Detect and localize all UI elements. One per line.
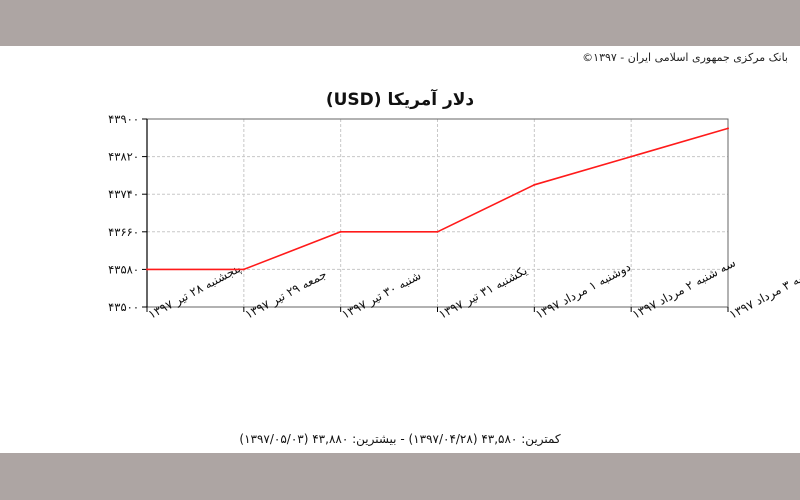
y-tick-label-5: ۴۳۹۰۰ — [108, 112, 139, 126]
data-point-4 — [533, 183, 536, 186]
plot-frame — [146, 118, 729, 308]
source-credit: بانک مرکزی جمهوری اسلامی ایران - ۱۳۹۷© — [582, 51, 788, 64]
x-tick-label-6: چهارشنبه ۳ مرداد ۱۳۹۷ — [727, 254, 800, 322]
chart-title: دلار آمریکا (USD) — [325, 90, 475, 110]
x-tick-label-5: سه شنبه ۲ مرداد ۱۳۹۷ — [630, 255, 738, 322]
min-max-summary: کمترین: ۴۳,۵۸۰ (۱۳۹۷/۰۴/۲۸) - بیشترین: ۴… — [239, 432, 561, 446]
line-chart: ۴۳۵۰۰ ۴۳۵۸۰ ۴۳۶۶۰ ۴۳۷۴۰ ۴۳۸۲۰ ۴۳۹۰۰ پنجشنبه ۲۸… — [108, 112, 800, 323]
data-point-6 — [727, 127, 729, 130]
y-tick-label-4: ۴۳۸۲۰ — [108, 150, 139, 164]
y-tick-label-0: ۴۳۵۰۰ — [108, 300, 139, 314]
chart-panel: بانک مرکزی جمهوری اسلامی ایران - ۱۳۹۷© د… — [0, 46, 800, 453]
x-tick-label-3: یکشنبه ۳۱ تیر ۱۳۹۷ — [436, 263, 530, 322]
data-point-0 — [146, 268, 148, 271]
data-point-2 — [339, 230, 342, 233]
y-tick-label-2: ۴۳۶۶۰ — [108, 225, 139, 239]
x-tick-label-2: شنبه ۳۰ تیر ۱۳۹۷ — [340, 268, 424, 322]
x-tick-label-1: جمعه ۲۹ تیر ۱۳۹۷ — [243, 267, 330, 323]
data-point-5 — [630, 155, 633, 158]
data-point-3 — [436, 230, 439, 233]
data-point-1 — [242, 268, 245, 271]
y-tick-label-1: ۴۳۵۸۰ — [108, 262, 139, 276]
x-tick-label-0: پنجشنبه ۲۸ تیر ۱۳۹۷ — [146, 261, 244, 323]
y-tick-label-3: ۴۳۷۴۰ — [108, 187, 139, 201]
